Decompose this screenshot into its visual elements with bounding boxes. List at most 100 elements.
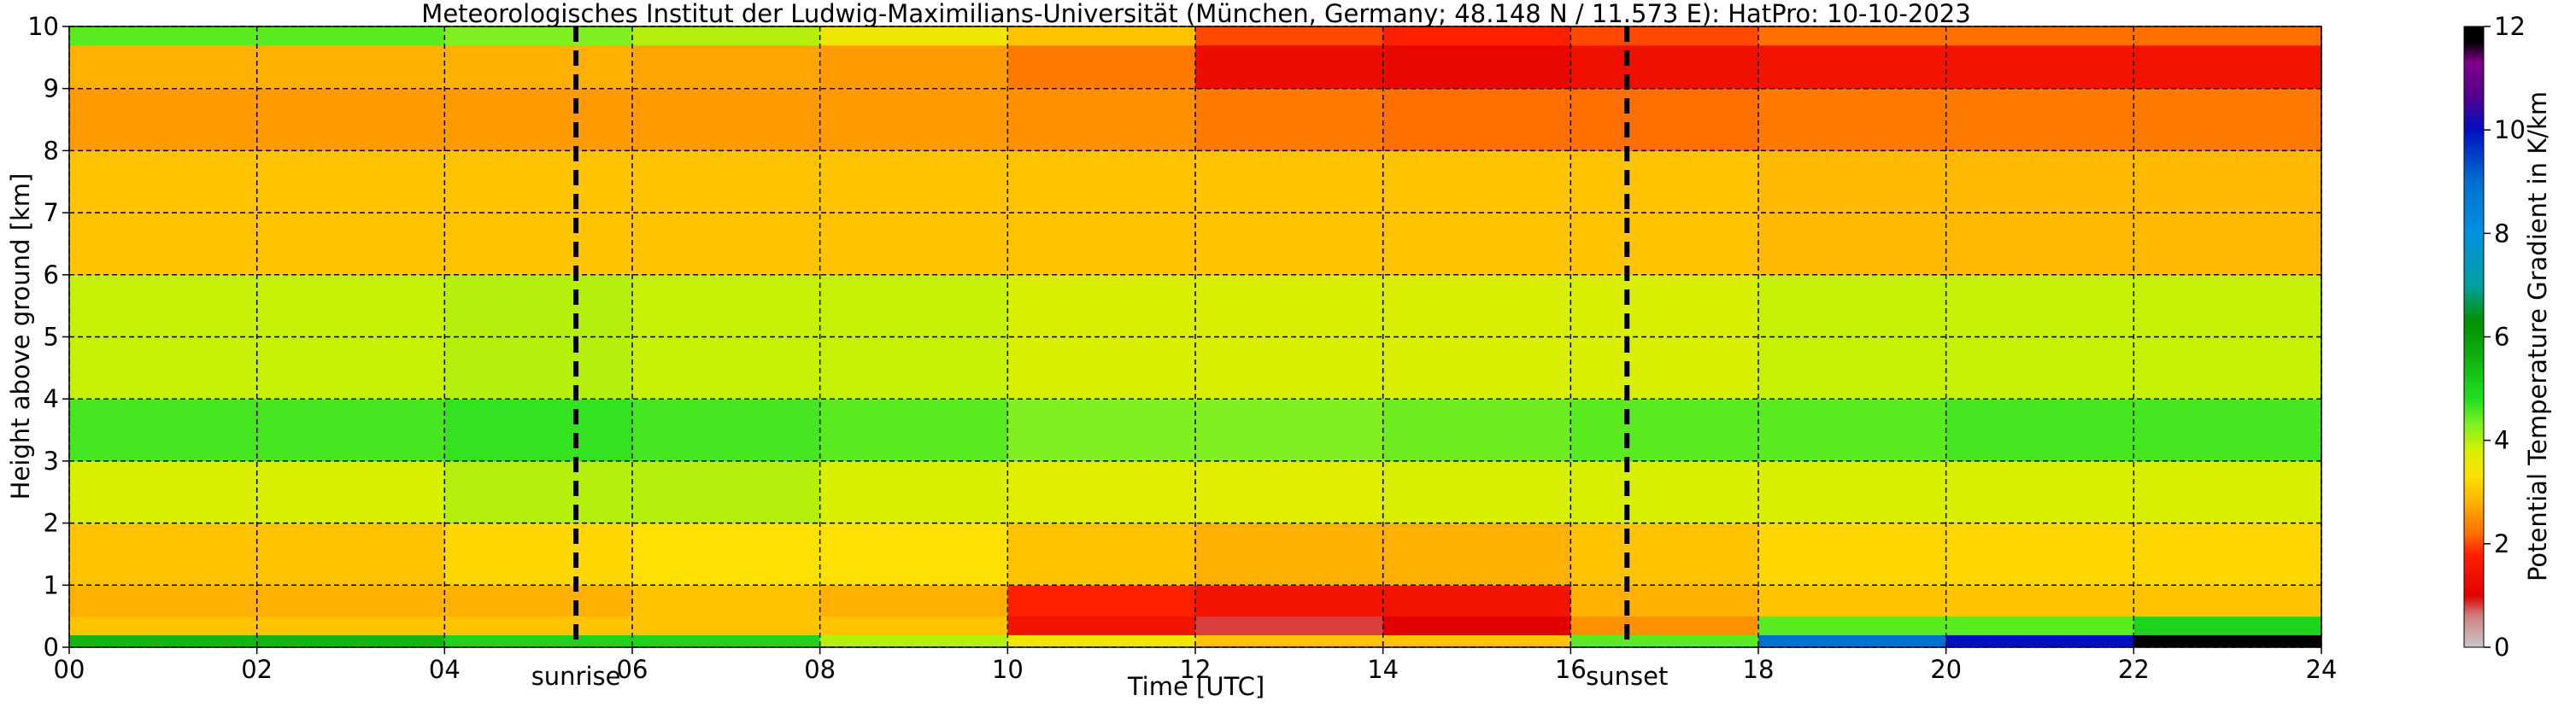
colorbar-tick-label: 10 xyxy=(2494,115,2526,144)
heatmap-cell xyxy=(819,585,1008,617)
x-tick-label: 08 xyxy=(804,655,836,684)
colorbar-label: Potential Temperature Gradient in K/km xyxy=(2523,91,2552,581)
annotation-label: sunset xyxy=(1586,662,1668,691)
heatmap-cell xyxy=(444,523,633,586)
colorbar-tick-label: 0 xyxy=(2494,633,2509,662)
heatmap-cell xyxy=(69,616,258,635)
colorbar-tick-label: 12 xyxy=(2494,12,2526,41)
heatmap-cell xyxy=(1382,460,1571,524)
heatmap-cell xyxy=(2133,88,2322,151)
heatmap-cell xyxy=(1382,616,1571,635)
heatmap-cell xyxy=(1195,585,1384,617)
heatmap-cell xyxy=(632,26,821,46)
heatmap-cell xyxy=(1758,616,1947,635)
heatmap-cell xyxy=(819,26,1008,46)
heatmap-cell xyxy=(256,616,445,635)
heatmap-cell xyxy=(1382,399,1571,462)
heatmap-cell xyxy=(1570,616,1759,635)
x-tick-label: 00 xyxy=(54,655,85,684)
heatmap-cell xyxy=(819,399,1008,462)
y-tick-label: 3 xyxy=(44,447,59,476)
heatmap-cell xyxy=(2133,399,2322,462)
heatmap-cell xyxy=(1382,44,1571,90)
annotation-label: sunrise xyxy=(531,662,621,691)
heatmap-cell xyxy=(819,460,1008,524)
heatmap-cell xyxy=(1570,88,1759,151)
heatmap-cell xyxy=(632,523,821,586)
heatmap-cell xyxy=(1945,523,2134,586)
heatmap-cell xyxy=(1945,585,2134,617)
heatmap-cell xyxy=(1945,634,2134,648)
heatmap-cell xyxy=(1195,634,1384,648)
heatmap-cell xyxy=(69,585,258,617)
heatmap-cell xyxy=(1007,460,1196,524)
y-tick-label: 0 xyxy=(44,633,59,662)
heatmap-cell xyxy=(256,88,445,151)
colorbar-tick-label: 8 xyxy=(2494,219,2509,248)
heatmap-cell xyxy=(2133,460,2322,524)
x-tick-label: 22 xyxy=(2118,655,2150,684)
heatmap-cell xyxy=(69,44,258,90)
heatmap-cell xyxy=(1382,585,1571,617)
heatmap-cell xyxy=(69,460,258,524)
heatmap-cell xyxy=(1758,634,1947,648)
heatmap-cell xyxy=(1195,88,1384,151)
colorbar-tick-label: 4 xyxy=(2494,426,2509,455)
heatmap-cell xyxy=(444,616,633,635)
heatmap-cell xyxy=(1195,399,1384,462)
y-tick-label: 6 xyxy=(44,260,59,289)
y-tick-label: 7 xyxy=(44,198,59,227)
heatmap-cell xyxy=(632,399,821,462)
x-tick-label: 12 xyxy=(1180,655,1212,684)
heatmap-cell xyxy=(632,634,821,648)
y-tick-label: 10 xyxy=(27,12,59,41)
colorbar-tick-label: 2 xyxy=(2494,529,2509,558)
heatmap-cell xyxy=(1570,460,1759,524)
heatmap-cell xyxy=(1570,523,1759,586)
y-tick-label: 8 xyxy=(44,136,59,165)
heatmap-cell xyxy=(256,44,445,90)
chart-title: Meteorologisches Institut der Ludwig-Max… xyxy=(421,0,1970,28)
heatmap-cell xyxy=(1945,460,2134,524)
heatmap-cell xyxy=(1007,616,1196,635)
x-axis-label: Time [UTC] xyxy=(1127,672,1265,701)
heatmap-cell xyxy=(2133,634,2322,648)
heatmap-cell xyxy=(1758,88,1947,151)
heatmap-cell xyxy=(256,585,445,617)
heatmap-cell xyxy=(444,399,633,462)
heatmap-cell xyxy=(632,460,821,524)
x-tick-label: 24 xyxy=(2306,655,2338,684)
heatmap-cell xyxy=(1570,399,1759,462)
heatmap-cell xyxy=(256,460,445,524)
plot-frame xyxy=(68,26,2322,648)
heatmap-cell xyxy=(444,88,633,151)
heatmap-cell xyxy=(1382,26,1571,46)
heatmap-cell xyxy=(819,88,1008,151)
heatmap-cell xyxy=(2133,26,2322,46)
heatmap-cell xyxy=(1195,616,1384,635)
heatmap-cell xyxy=(69,26,258,46)
heatmap-cell xyxy=(69,523,258,586)
x-tick-label: 10 xyxy=(992,655,1024,684)
heatmap-cell xyxy=(1007,634,1196,648)
heatmap-cell xyxy=(1758,44,1947,90)
heatmap-cell xyxy=(2133,523,2322,586)
x-tick-label: 14 xyxy=(1367,655,1399,684)
heatmap-cell xyxy=(256,399,445,462)
heatmap-cell xyxy=(1758,523,1947,586)
y-tick-label: 5 xyxy=(44,323,59,352)
heatmap-cell xyxy=(819,44,1008,90)
heatmap-cell xyxy=(632,88,821,151)
heatmap-cell xyxy=(2133,616,2322,635)
heatmap-cell xyxy=(444,585,633,617)
heatmap-cell xyxy=(1195,44,1384,90)
y-tick-label: 4 xyxy=(44,384,59,413)
colorbar-tick-label: 6 xyxy=(2494,323,2509,352)
x-tick-label: 16 xyxy=(1555,655,1587,684)
heatmap-cell xyxy=(1007,44,1196,90)
heatmap-cell xyxy=(69,88,258,151)
heatmap-cell xyxy=(444,634,633,648)
heatmap-cell xyxy=(1195,523,1384,586)
heatmap-cell xyxy=(1007,585,1196,617)
